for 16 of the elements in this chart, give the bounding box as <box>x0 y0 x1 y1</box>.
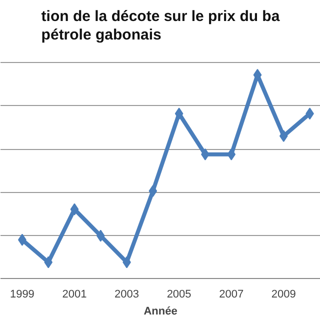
x-axis-title: Année <box>144 306 178 318</box>
x-tick-label: 2003 <box>114 288 140 300</box>
point <box>148 184 158 197</box>
point <box>70 203 79 216</box>
point <box>174 108 184 120</box>
point <box>44 256 53 268</box>
chart-title: tion de la décote sur le prix du ba pétrole gabonais <box>41 8 280 44</box>
point <box>253 68 262 81</box>
point <box>227 148 236 160</box>
point <box>279 130 288 142</box>
point <box>96 230 105 242</box>
x-tick-label: 2001 <box>62 288 87 300</box>
x-tick-label: 2005 <box>166 288 192 300</box>
x-tick-label: 2007 <box>219 288 244 300</box>
x-tick-label: 2009 <box>271 288 296 300</box>
x-tick-label: 1999 <box>10 288 34 300</box>
